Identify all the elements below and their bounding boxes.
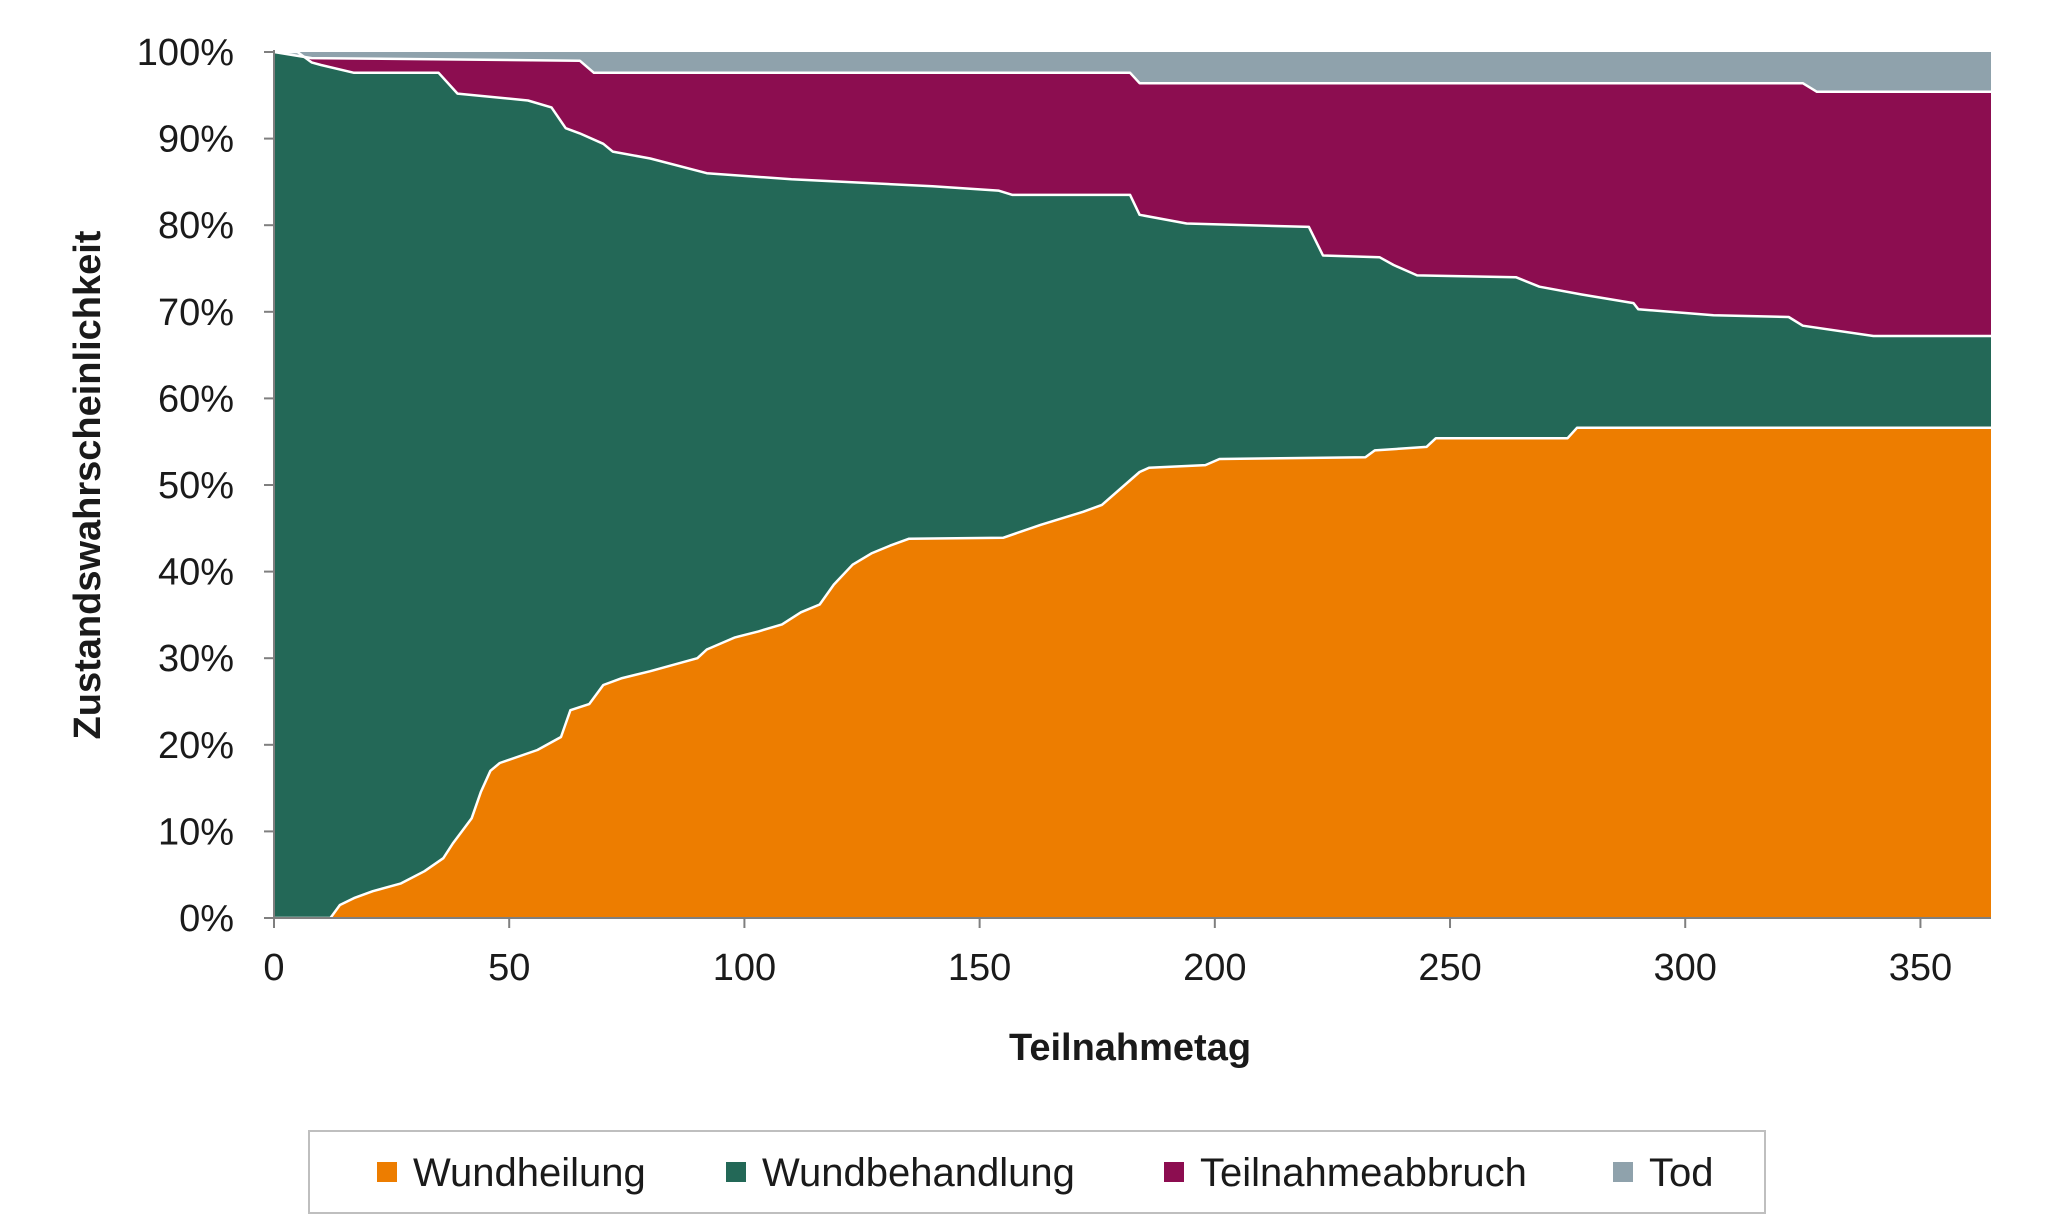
plot-areas [273, 50, 1991, 920]
boundary-line-teilnahmeabbruch [273, 50, 1991, 94]
area-teilnahmeabbruch [274, 52, 1991, 336]
y-tick-label: 0% [179, 898, 234, 940]
y-tick-label: 50% [158, 465, 234, 507]
y-tick-label: 30% [158, 638, 234, 680]
y-tick-label: 10% [158, 811, 234, 853]
x-tick-label: 200 [1183, 947, 1246, 989]
x-tick-label: 300 [1654, 947, 1717, 989]
y-tick-label: 80% [158, 205, 234, 247]
legend-swatch-wundheilung [377, 1162, 397, 1182]
legend-swatch-teilnahmeabbruch [1164, 1162, 1184, 1182]
legend-label: Wundheilung [413, 1151, 646, 1195]
area-wundheilung [274, 427, 1991, 918]
legend: Wundheilung Wundbehandlung Teilnahmeabbruc… [308, 1130, 1766, 1214]
y-tick-label: 90% [158, 119, 234, 161]
y-tick-label: 100% [137, 32, 234, 74]
legend-box [308, 1130, 1766, 1214]
legend-label: Tod [1649, 1151, 1714, 1195]
x-tick-label: 0 [263, 947, 284, 989]
boundary-line-wundheilung [274, 426, 1991, 920]
x-axis-title: Teilnahmetag [1009, 1027, 1251, 1069]
legend-swatch-wundbehandlung [726, 1162, 746, 1182]
area-wundbehandlung [274, 52, 1991, 918]
x-tick-label: 50 [488, 947, 530, 989]
x-tick-label: 350 [1889, 947, 1952, 989]
area-tod [274, 52, 1991, 92]
y-axis-title: Zustandswahrscheinlichkeit [67, 230, 109, 739]
boundary-line-wundbehandlung [274, 50, 1991, 338]
y-tick-label: 60% [158, 378, 234, 420]
legend-swatch-tod [1613, 1162, 1633, 1182]
legend-label: Wundbehandlung [762, 1151, 1075, 1195]
x-tick-label: 250 [1418, 947, 1481, 989]
y-tick-label: 20% [158, 725, 234, 767]
x-tick-label: 150 [948, 947, 1011, 989]
x-tick-label: 100 [713, 947, 776, 989]
legend-label: Teilnahmeabbruch [1200, 1151, 1527, 1195]
axes: 0% 10% 20% 30% 40% 50% 60% 70% 80% 90% 100% 0 50 100 1… [137, 32, 1991, 989]
y-tick-label: 40% [158, 552, 234, 594]
y-tick-label: 70% [158, 292, 234, 334]
